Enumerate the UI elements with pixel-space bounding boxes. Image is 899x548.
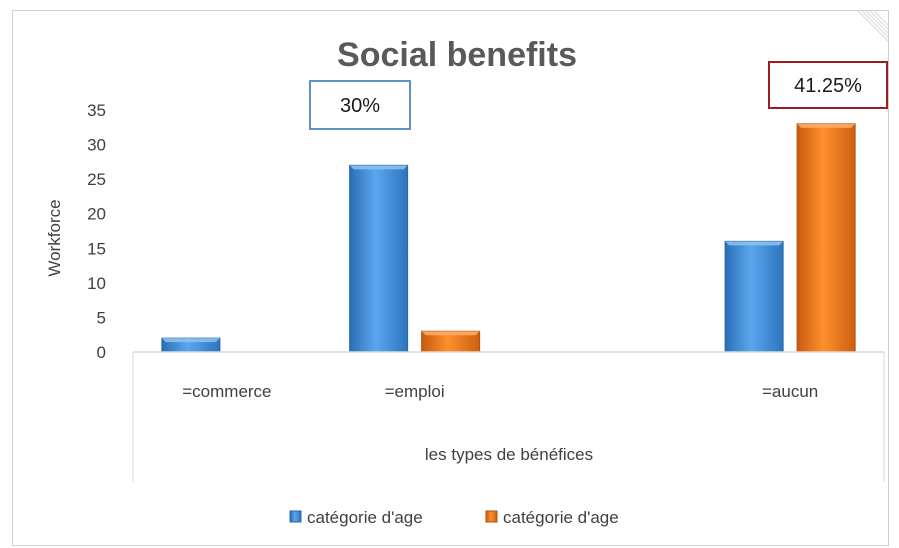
bars [161,123,856,353]
legend-swatch [289,510,302,523]
y-tick-label: 10 [87,274,106,293]
category-label: =commerce [182,382,271,401]
bar-top-bevel [161,338,220,343]
bar-top-bevel [349,165,408,170]
category-axis-box [132,352,885,482]
legend-swatch [485,510,498,523]
category-labels: =commerce =emploi =aucun [182,382,818,401]
annotation-box [768,61,888,109]
legend: catégorie d'age catégorie d'age [289,508,619,527]
bar-top-bevel [725,241,784,246]
chart-title: Social benefits [337,36,577,74]
legend-label: catégorie d'age [503,508,619,527]
y-tick-label: 30 [87,136,106,155]
y-tick-label: 20 [87,205,106,224]
bar-top-bevel [797,123,856,128]
annotation-text: 30% [340,95,380,117]
y-axis-ticks: 0 5 10 15 20 25 30 35 [87,101,106,362]
y-axis-label: Workforce [45,199,64,276]
bar-top-bevel [421,331,480,336]
bar [724,240,784,353]
corner-hatch-decoration [857,11,888,42]
x-axis-label: les types de bénéfices [425,445,593,464]
y-tick-label: 35 [87,101,106,120]
y-tick-label: 0 [97,343,106,362]
y-tick-label: 25 [87,170,106,189]
bar [349,164,409,353]
y-tick-label: 15 [87,239,106,258]
legend-label: catégorie d'age [307,508,423,527]
y-tick-label: 5 [97,308,106,327]
bar [796,123,856,353]
annotation-text: 41.25% [794,75,862,97]
annotation-box [309,80,411,130]
category-label: =emploi [385,382,445,401]
annotations: 30% 41.25% [309,61,888,130]
category-label: =aucun [762,382,818,401]
